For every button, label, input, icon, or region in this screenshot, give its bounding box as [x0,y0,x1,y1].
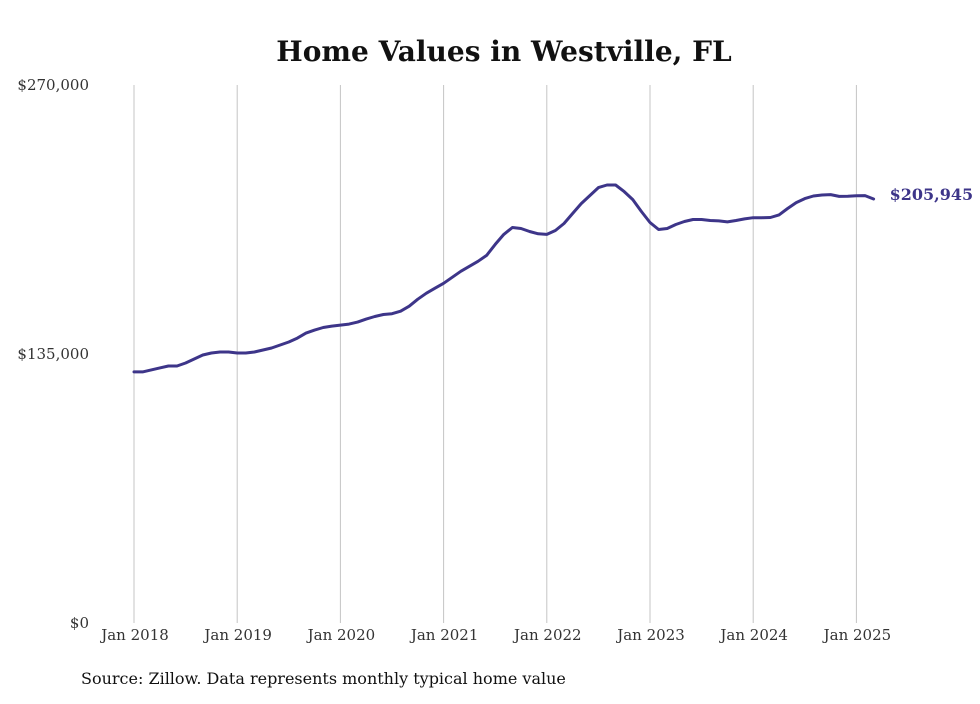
y-axis-ticks: $0 $135,000 $270,000 [17,76,89,632]
x-tick-label: Jan 2020 [306,626,376,644]
chart-title: Home Values in Westville, FL [276,35,732,68]
latest-value-label: $205,945 [890,185,974,204]
x-tick-label: Jan 2022 [512,626,582,644]
x-tick-label: Jan 2025 [822,626,892,644]
x-axis-ticks: Jan 2018 Jan 2019 Jan 2020 Jan 2021 Jan 2022… [99,626,891,644]
home-value-line [132,183,876,374]
x-tick-label: Jan 2023 [615,626,685,644]
gridlines [133,85,857,623]
y-tick-label: $270,000 [17,76,89,94]
x-tick-label: Jan 2024 [718,626,788,644]
x-tick-label: Jan 2019 [202,626,272,644]
y-tick-label: $0 [70,614,89,632]
x-tick-label: Jan 2021 [409,626,479,644]
x-tick-label: Jan 2018 [99,626,169,644]
source-note: Source: Zillow. Data represents monthly … [81,669,566,688]
y-tick-label: $135,000 [17,345,89,363]
